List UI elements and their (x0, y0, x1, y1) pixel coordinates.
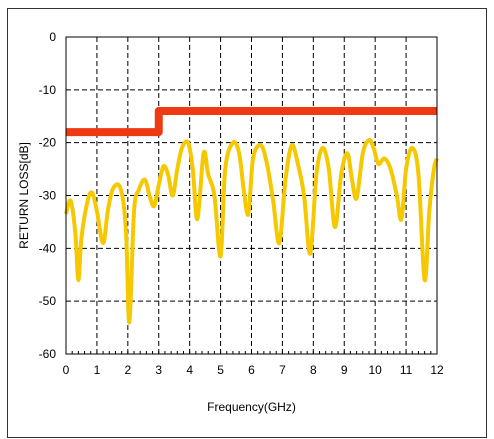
x-tick-label: 11 (400, 363, 413, 377)
x-tick-label: 12 (430, 363, 444, 377)
x-tick-label: 8 (310, 363, 317, 377)
x-tick-label: 7 (279, 363, 286, 377)
spec-limit-line (66, 106, 437, 137)
y-tick-labels: 0 -10 -20 -30 -40 -50 -60 (39, 30, 57, 361)
y-tick-label: -30 (39, 189, 57, 203)
x-tick-label: 9 (341, 363, 348, 377)
x-tick-label: 5 (217, 363, 224, 377)
return-loss-line (64, 137, 439, 325)
x-tick-label: 1 (94, 363, 101, 377)
y-tick-label: -50 (39, 294, 57, 308)
x-tick-label: 4 (186, 363, 193, 377)
series-group (64, 106, 439, 325)
y-tick-label: -40 (39, 241, 57, 255)
y-tick-label: -60 (39, 347, 57, 361)
return-loss-chart: 0-10-20-30-40-50-60 0 1 2 3 4 5 6 7 8 9 10 11 12 Fre… (17, 30, 444, 414)
x-tick-label: 2 (124, 363, 131, 377)
x-tick-label: 6 (248, 363, 255, 377)
plot-area-border (65, 36, 438, 355)
x-tick-label: 10 (368, 363, 382, 377)
x-tick-label: 0 (63, 363, 70, 377)
y-tick-label: -10 (39, 83, 57, 97)
x-tick-label: 3 (155, 363, 162, 377)
y-axis-label: RETURN LOSS[dB] (17, 142, 31, 249)
chart-frame: 0 -10 -20 -30 -40 -50 -60 0 1 2 3 4 5 6 7 8 9 10 11 12 Fre… (7, 8, 487, 438)
x-tick-labels: 0 1 2 3 4 5 6 7 8 9 10 11 12 (63, 363, 444, 377)
y-tick-label: -20 (39, 136, 57, 150)
y-tick-label: 0 (49, 30, 56, 44)
x-axis-label: Frequency(GHz) (207, 400, 296, 414)
